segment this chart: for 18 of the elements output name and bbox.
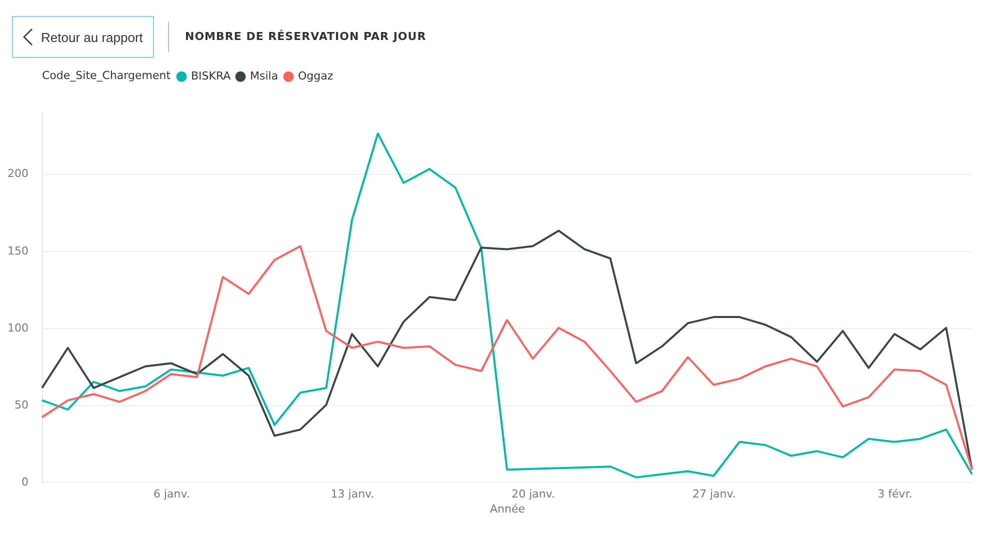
y-tick-label: 200	[8, 167, 28, 180]
x-tick-label: 13 janv.	[330, 488, 374, 500]
x-tick-label: 6 janv.	[153, 488, 190, 500]
legend-title: Code_Site_Chargement	[42, 69, 172, 82]
legend-label: Msila	[250, 70, 278, 83]
x-tick-label: 20 janv.	[512, 488, 556, 500]
y-tick-label: 100	[8, 321, 28, 334]
y-tick-label: 150	[8, 244, 28, 258]
back-button: Retour au rapport	[12, 16, 154, 58]
y-tick-label: 0	[22, 476, 28, 488]
legend-label: BISKRA	[191, 70, 232, 83]
line-series	[41, 132, 973, 478]
x-tick-label: 27 janv.	[692, 488, 736, 500]
chart-title: NOMBRE DE RÉSERVATION PAR JOUR	[185, 30, 426, 43]
legend-label: Oggaz	[298, 70, 334, 83]
y-tick-label: 50	[14, 398, 28, 412]
x-axis-title: Année	[490, 502, 526, 516]
x-tick-label: 3 févr.	[878, 488, 912, 500]
